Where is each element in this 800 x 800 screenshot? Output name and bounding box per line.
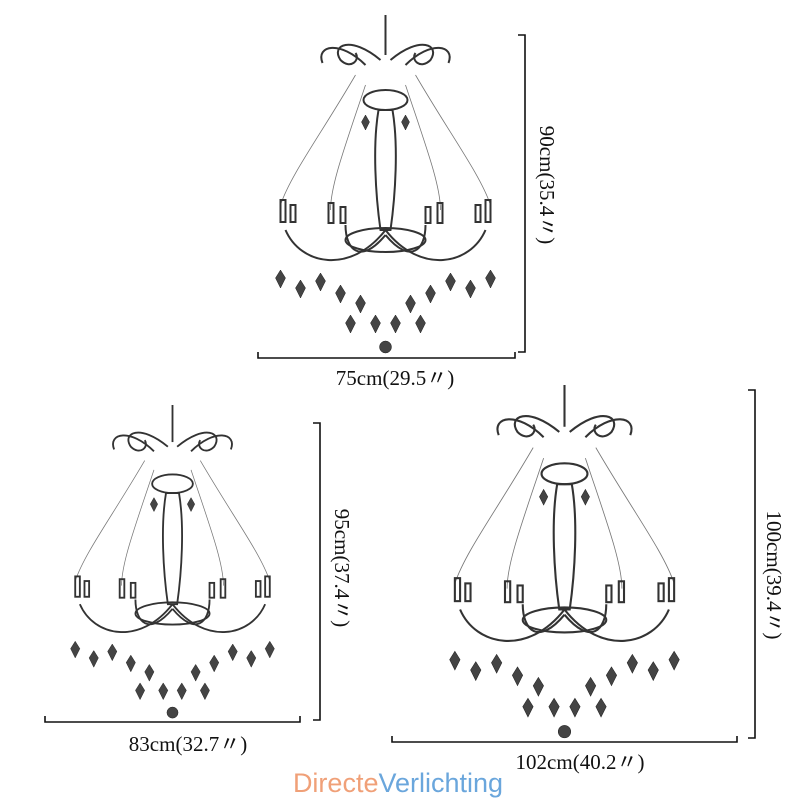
width-label: 75cm(29.5〃) (336, 366, 454, 390)
width-label: 102cm(40.2〃) (516, 750, 645, 774)
height-label: 100cm(39.4〃) (762, 511, 786, 640)
logo: DirecteVerlichting (293, 768, 503, 798)
height-rule (518, 34, 526, 353)
logo-second: Verlichting (378, 768, 503, 798)
chandelier-image (274, 15, 497, 355)
width-rule (391, 736, 738, 743)
width-label: 83cm(32.7〃) (129, 732, 247, 756)
height-label: 95cm(37.4〃) (330, 509, 354, 627)
height-label: 90cm(35.4〃) (535, 126, 559, 244)
chandelier-image (69, 405, 276, 720)
width-rule (257, 352, 516, 359)
height-rule (748, 389, 756, 739)
chandelier-image (448, 385, 681, 740)
height-rule (313, 422, 321, 721)
width-rule (44, 716, 301, 723)
logo-first: Directe (293, 768, 379, 798)
